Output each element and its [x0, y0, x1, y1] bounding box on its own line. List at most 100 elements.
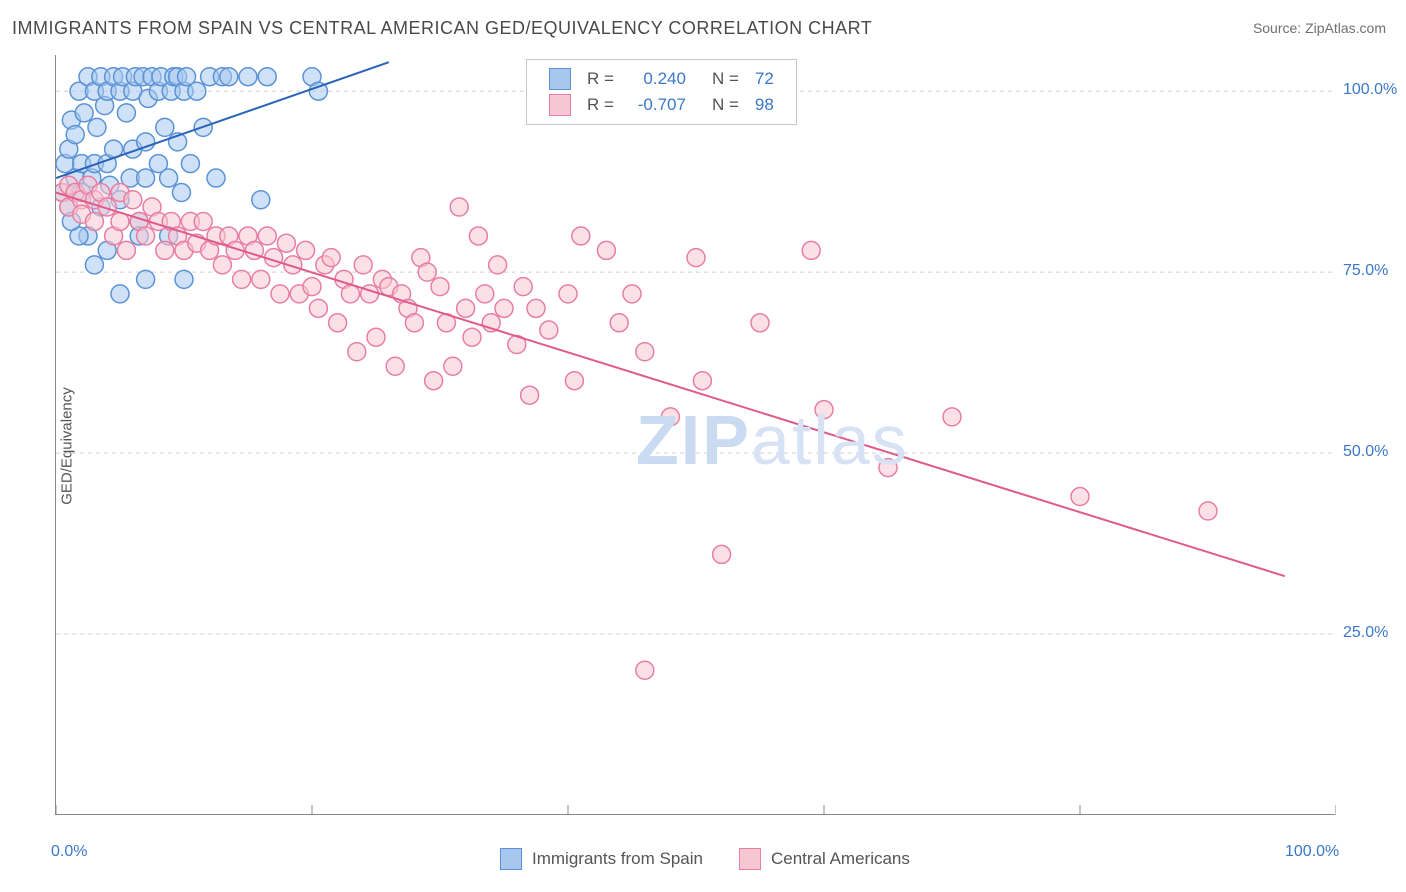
data-point [66, 126, 84, 144]
trend-line [56, 193, 1285, 577]
legend-item: Immigrants from Spain [500, 848, 703, 870]
legend-label: Central Americans [771, 849, 910, 869]
data-point [495, 299, 513, 317]
legend-r-value: -0.707 [622, 92, 694, 118]
legend-r-label: R = [579, 66, 622, 92]
data-point [463, 328, 481, 346]
data-point [610, 314, 628, 332]
data-point [431, 278, 449, 296]
data-point [85, 256, 103, 274]
y-tick-label: 25.0% [1343, 624, 1388, 642]
data-point [258, 68, 276, 86]
legend-swatch [549, 68, 571, 90]
data-point [341, 285, 359, 303]
data-point [322, 249, 340, 267]
data-point [354, 256, 372, 274]
data-point [565, 372, 583, 390]
legend-swatch [739, 848, 761, 870]
data-point [156, 241, 174, 259]
data-point [172, 184, 190, 202]
data-point [111, 285, 129, 303]
data-point [252, 191, 270, 209]
data-point [329, 314, 347, 332]
data-point [527, 299, 545, 317]
data-point [623, 285, 641, 303]
data-point [75, 104, 93, 122]
data-point [181, 155, 199, 173]
legend-n-value: 72 [747, 66, 782, 92]
plot-area: ZIPatlas R =0.240N =72R =-0.707N =98 [55, 55, 1335, 815]
data-point [572, 227, 590, 245]
data-point [514, 278, 532, 296]
legend-series: Immigrants from Spain Central Americans [500, 848, 910, 870]
data-point [309, 299, 327, 317]
x-tick-label: 100.0% [1285, 843, 1339, 861]
data-point [1071, 488, 1089, 506]
data-point [636, 343, 654, 361]
y-tick-label: 100.0% [1343, 81, 1397, 99]
data-point [252, 270, 270, 288]
legend-row: R =0.240N =72 [541, 66, 782, 92]
data-point [137, 270, 155, 288]
data-point [457, 299, 475, 317]
legend-swatch [500, 848, 522, 870]
data-point [213, 256, 231, 274]
data-point [687, 249, 705, 267]
data-point [175, 270, 193, 288]
data-point [751, 314, 769, 332]
data-point [713, 545, 731, 563]
data-point [137, 227, 155, 245]
data-point [802, 241, 820, 259]
data-point [444, 357, 462, 375]
data-point [188, 82, 206, 100]
legend-swatch [549, 94, 571, 116]
data-point [117, 104, 135, 122]
data-point [233, 270, 251, 288]
data-point [661, 408, 679, 426]
data-point [160, 169, 178, 187]
data-point [303, 278, 321, 296]
data-point [124, 191, 142, 209]
data-point [469, 227, 487, 245]
legend-label: Immigrants from Spain [532, 849, 703, 869]
data-point [405, 314, 423, 332]
data-point [258, 227, 276, 245]
chart-title: IMMIGRANTS FROM SPAIN VS CENTRAL AMERICA… [12, 18, 872, 39]
data-point [559, 285, 577, 303]
data-point [1199, 502, 1217, 520]
data-point [418, 263, 436, 281]
data-point [85, 212, 103, 230]
legend-correlation: R =0.240N =72R =-0.707N =98 [526, 59, 797, 125]
data-point [597, 241, 615, 259]
data-point [271, 285, 289, 303]
y-tick-label: 75.0% [1343, 262, 1388, 280]
legend-r-label: R = [579, 92, 622, 118]
data-point [879, 459, 897, 477]
plot-svg [56, 55, 1336, 815]
data-point [137, 169, 155, 187]
data-point [367, 328, 385, 346]
data-point [117, 241, 135, 259]
data-point [277, 234, 295, 252]
data-point [194, 212, 212, 230]
data-point [220, 68, 238, 86]
data-point [540, 321, 558, 339]
data-point [693, 372, 711, 390]
legend-n-value: 98 [747, 92, 782, 118]
legend-n-label: N = [694, 66, 747, 92]
legend-item: Central Americans [739, 848, 910, 870]
data-point [943, 408, 961, 426]
data-point [88, 118, 106, 136]
data-point [450, 198, 468, 216]
y-tick-label: 50.0% [1343, 443, 1388, 461]
data-point [489, 256, 507, 274]
data-point [425, 372, 443, 390]
data-point [386, 357, 404, 375]
data-point [156, 118, 174, 136]
chart-container: IMMIGRANTS FROM SPAIN VS CENTRAL AMERICA… [0, 0, 1406, 892]
legend-r-value: 0.240 [622, 66, 694, 92]
data-point [815, 401, 833, 419]
x-tick-label: 0.0% [51, 843, 87, 861]
data-point [239, 68, 257, 86]
data-point [348, 343, 366, 361]
